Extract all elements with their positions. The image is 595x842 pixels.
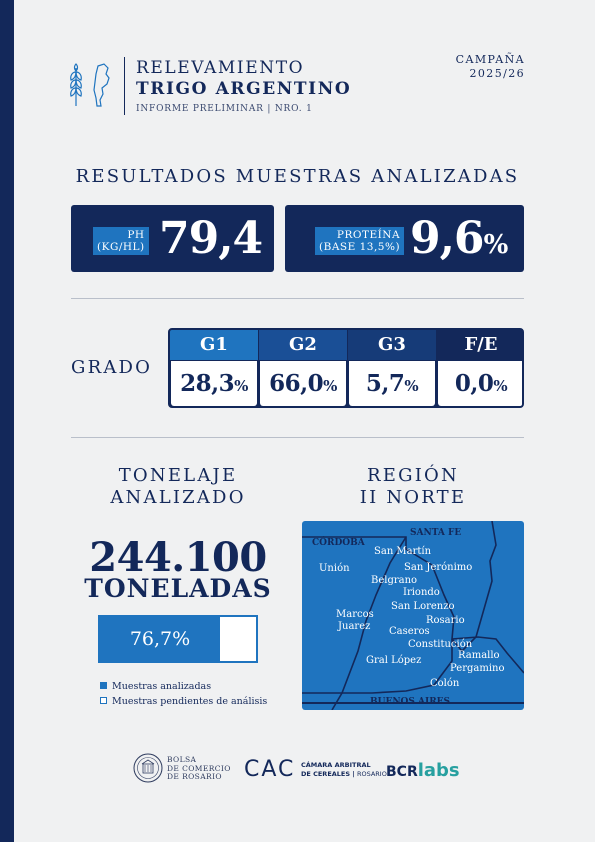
ph-value: 79,4 xyxy=(159,213,263,264)
legend-pending-text: Muestras pendientes de análisis xyxy=(112,696,268,707)
grado-label: GRADO xyxy=(71,357,153,378)
ph-card: PH (KG/HL) 79,4 xyxy=(71,205,274,272)
header-divider xyxy=(124,57,125,115)
report-subtitle: INFORME PRELIMINAR | NRO. 1 xyxy=(136,104,313,114)
grade-value-g2: 66,0% xyxy=(260,361,346,406)
grade-column-fe: F/E 0,0% xyxy=(437,330,522,406)
region-map-borders xyxy=(302,521,524,710)
dept-marcos-juarez-line2: Juarez xyxy=(338,621,371,632)
protein-label-line2: (BASE 13,5%) xyxy=(319,241,401,253)
grade-header-g2: G2 xyxy=(259,330,347,360)
tonnage-heading-line1: TONELAJE xyxy=(118,465,238,486)
protein-value: 9,6 xyxy=(410,213,485,264)
protein-label: PROTEÍNA (BASE 13,5%) xyxy=(315,227,405,255)
grade-value-fe: 0,0% xyxy=(438,361,522,406)
grade-column-g2: G2 66,0% xyxy=(259,330,347,406)
dept-colon: Colón xyxy=(430,678,460,689)
grade-value-g1-unit: % xyxy=(234,377,248,395)
legend-analyzed: Muestras analizadas xyxy=(100,681,211,692)
grade-value-g1: 28,3% xyxy=(171,361,257,406)
grade-header-g1: G1 xyxy=(170,330,258,360)
dept-belgrano: Belgrano xyxy=(371,575,418,586)
grade-value-g1-number: 28,3 xyxy=(180,370,235,397)
wheat-argentina-logo-icon xyxy=(70,63,110,107)
campaign-block: CAMPAÑA 2025/26 xyxy=(456,53,525,81)
legend-analyzed-swatch xyxy=(100,682,107,689)
progress-label: 76,7% xyxy=(129,628,191,650)
campaign-value: 2025/26 xyxy=(469,67,525,80)
dept-san-martin: San Martín xyxy=(374,546,432,557)
campaign-label: CAMPAÑA xyxy=(455,53,525,66)
ph-label-line2: (KG/HL) xyxy=(97,241,145,253)
grade-header-g3: G3 xyxy=(348,330,436,360)
region-map: CÓRDOBA SANTA FE BUENOS AIRES San Martín… xyxy=(302,521,524,710)
province-santa-fe: SANTA FE xyxy=(410,528,462,538)
legend-pending-swatch xyxy=(100,697,107,704)
region-heading-line1: REGIÓN xyxy=(367,465,459,486)
tonnage-unit: TONELADAS xyxy=(84,574,272,603)
region-heading: REGIÓN II NORTE xyxy=(313,465,513,509)
grade-value-fe-number: 0,0 xyxy=(454,370,494,397)
dept-constitucion: Constitución xyxy=(408,639,473,650)
ph-label: PH (KG/HL) xyxy=(93,227,149,255)
grade-header-fe: F/E xyxy=(437,330,522,360)
protein-label-line1: PROTEÍNA xyxy=(336,229,401,241)
protein-card: PROTEÍNA (BASE 13,5%) 9,6% xyxy=(285,205,524,272)
region-heading-line2: II NORTE xyxy=(359,487,467,508)
grade-value-g3: 5,7% xyxy=(349,361,435,406)
left-spine-bar xyxy=(0,0,14,842)
progress-fill xyxy=(100,617,220,661)
cac-name-line2: DE CEREALES xyxy=(301,769,351,778)
tonnage-heading-line2: ANALIZADO xyxy=(110,487,246,508)
report-title-line1: RELEVAMIENTO xyxy=(136,58,305,78)
cac-name-line1: CÁMARA ARBITRAL xyxy=(301,761,371,769)
dept-san-lorenzo: San Lorenzo xyxy=(391,601,455,612)
bcr-name: BOLSA DE COMERCIO DE ROSARIO xyxy=(167,755,231,782)
tonnage-heading: TONELAJE ANALIZADO xyxy=(78,465,278,509)
tonnage-value: 244.100 xyxy=(89,534,267,581)
grade-value-g3-number: 5,7 xyxy=(365,370,405,397)
bcrlabs-logo-labs: labs xyxy=(417,760,460,781)
cac-name-line3: ROSARIO xyxy=(356,769,387,778)
report-title: RELEVAMIENTO TRIGO ARGENTINO xyxy=(136,58,351,100)
bcr-seal-logo-icon xyxy=(133,753,163,783)
province-buenos-aires: BUENOS AIRES xyxy=(370,697,451,707)
legend-analyzed-text: Muestras analizadas xyxy=(112,681,212,692)
analyzed-progress-bar: 76,7% xyxy=(98,615,258,663)
divider-2 xyxy=(71,437,524,438)
cac-name: CÁMARA ARBITRAL DE CEREALES | ROSARIO xyxy=(301,761,387,778)
protein-unit: % xyxy=(483,230,509,260)
dept-gral-lopez: Gral López xyxy=(366,655,422,666)
dept-marcos-juarez-line1: Marcos xyxy=(336,609,374,620)
grade-column-g3: G3 5,7% xyxy=(348,330,436,406)
grade-column-g1: G1 28,3% xyxy=(170,330,258,406)
report-title-line2: TRIGO ARGENTINO xyxy=(136,79,352,99)
bcr-name-line1: BOLSA xyxy=(167,755,197,764)
grade-table: G1 28,3% G2 66,0% G3 5,7% F/E 0,0% xyxy=(168,328,524,408)
results-section-title: RESULTADOS MUESTRAS ANALIZADAS xyxy=(75,166,520,187)
bcrlabs-logo-bcr: BCR xyxy=(386,764,418,780)
cac-name-line2-wrap: DE CEREALES | ROSARIO xyxy=(301,769,387,778)
dept-iriondo: Iriondo xyxy=(403,587,440,598)
grade-value-g3-unit: % xyxy=(404,377,419,395)
ph-label-line1: PH xyxy=(127,229,145,241)
dept-rosario: Rosario xyxy=(426,615,465,626)
grade-value-g2-unit: % xyxy=(323,377,337,395)
dept-union: Unión xyxy=(319,563,350,574)
dept-san-jeronimo: San Jerónimo xyxy=(404,562,473,573)
legend-pending: Muestras pendientes de análisis xyxy=(100,696,267,707)
grade-value-fe-unit: % xyxy=(493,377,508,395)
bcr-name-line3: DE ROSARIO xyxy=(167,772,222,781)
dept-caseros: Caseros xyxy=(389,626,430,637)
dept-pergamino: Pergamino xyxy=(450,663,505,674)
cac-logo: CAC xyxy=(244,757,296,782)
divider-1 xyxy=(71,298,524,299)
bcrlabs-logo: BCRlabs xyxy=(386,761,460,782)
province-cordoba: CÓRDOBA xyxy=(312,538,365,548)
dept-ramallo: Ramallo xyxy=(458,650,500,661)
bcr-name-line2: DE COMERCIO xyxy=(167,763,231,773)
protein-value-wrap: 9,6% xyxy=(410,213,508,264)
grade-value-g2-number: 66,0 xyxy=(269,370,324,397)
